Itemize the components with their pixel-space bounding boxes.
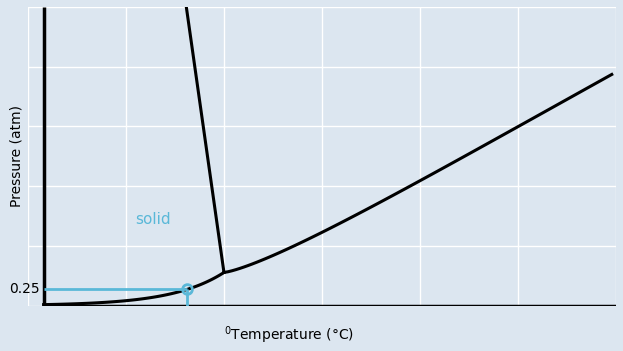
Text: 0.25: 0.25 [9, 282, 40, 296]
Text: solid: solid [136, 212, 171, 227]
Text: $^0$Temperature (°C): $^0$Temperature (°C) [224, 324, 354, 346]
Text: Pressure (atm): Pressure (atm) [9, 105, 23, 207]
